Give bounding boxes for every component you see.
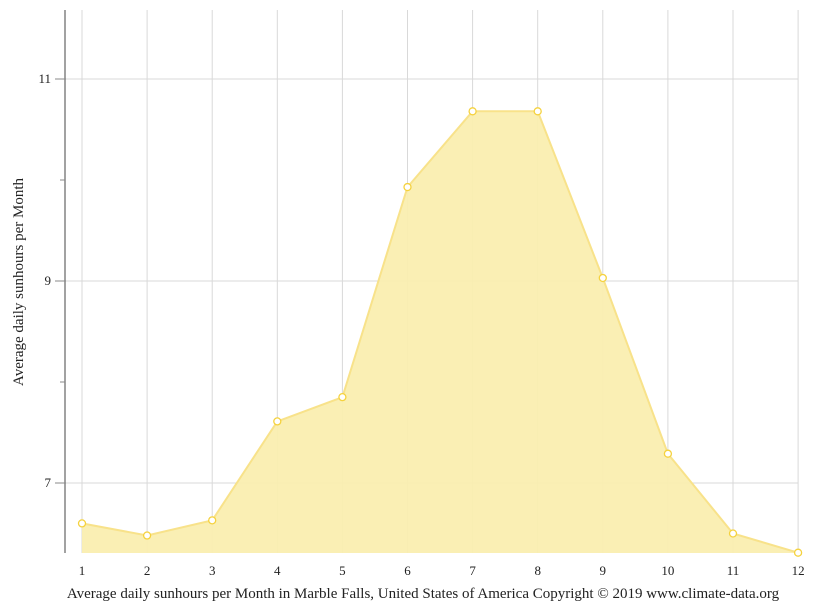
y-tick-label: 9 [45, 273, 52, 288]
x-tick-label: 11 [727, 563, 740, 578]
data-point [142, 531, 152, 540]
y-tick-label: 11 [38, 71, 51, 86]
chart-caption: Average daily sunhours per Month in Marb… [67, 586, 780, 602]
data-point [598, 273, 607, 283]
data-point [468, 107, 477, 116]
x-tick-label: 6 [404, 563, 411, 578]
y-tick-label: 7 [45, 475, 52, 490]
y-axis-title: Average daily sunhours per Month [11, 178, 27, 387]
data-point [728, 529, 738, 538]
data-point [403, 182, 412, 192]
x-tick-label: 2 [144, 563, 151, 578]
x-tick-label: 10 [661, 563, 674, 578]
data-point [793, 548, 803, 557]
x-tick-label: 3 [209, 563, 216, 578]
x-tick-label: 4 [274, 563, 281, 578]
data-point [338, 392, 347, 402]
data-point [273, 417, 282, 426]
data-point [77, 519, 87, 528]
x-tick-label: 5 [339, 563, 346, 578]
y-axis-ticks: 7 9 11 [38, 71, 65, 490]
x-axis-labels: 1 2 3 4 5 6 7 8 9 10 11 12 [79, 563, 805, 578]
data-point [533, 107, 542, 116]
x-tick-label: 9 [600, 563, 607, 578]
data-point-markers [77, 107, 803, 557]
sunhours-area [82, 111, 799, 554]
data-point [208, 516, 217, 525]
x-tick-label: 1 [79, 563, 86, 578]
x-tick-label: 12 [792, 563, 805, 578]
sunhours-line [81, 110, 799, 554]
data-point [663, 449, 673, 458]
x-tick-label: 7 [469, 563, 476, 578]
x-tick-label: 8 [534, 563, 541, 578]
